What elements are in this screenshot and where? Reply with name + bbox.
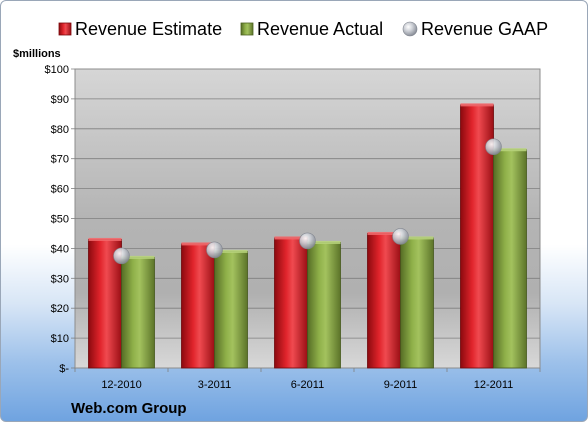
y-tick-label: $70	[51, 154, 69, 166]
marker-revenue-gaap	[206, 241, 223, 259]
legend-swatch-actual	[240, 22, 254, 36]
bar-top-highlight-estimate	[274, 236, 308, 240]
bars	[88, 103, 527, 369]
y-tick-label: $-	[59, 363, 69, 375]
marker-revenue-gaap	[299, 232, 316, 250]
legend-label-estimate: Revenue Estimate	[75, 19, 222, 39]
y-tick-label: $30	[51, 273, 69, 285]
y-tick-label: $80	[51, 124, 69, 136]
marker-revenue-gaap	[485, 138, 502, 156]
y-tick-label: $90	[51, 94, 69, 106]
y-tick-label: $10	[51, 333, 69, 345]
legend-item-revenue-actual: Revenue Actual	[240, 19, 383, 39]
y-tick-label: $60	[51, 184, 69, 196]
y-tick-label: $100	[45, 64, 69, 76]
legend-item-revenue-gaap: Revenue GAAP	[402, 19, 548, 39]
x-tick-label: 3-2011	[198, 379, 231, 391]
x-tick-label: 12-2011	[474, 379, 514, 391]
bar-revenue-actual	[121, 256, 155, 369]
x-tick-label: 12-2010	[101, 379, 141, 391]
gaap-markers	[113, 138, 502, 265]
y-axis-ticks: $- $10 $20 $30 $40 $50 $60 $70 $80 $90 $100	[45, 64, 75, 375]
y-tick-label: $40	[51, 243, 69, 255]
bar-top-highlight-actual	[307, 240, 341, 244]
bar-revenue-actual	[307, 242, 341, 369]
marker-revenue-gaap	[392, 228, 409, 245]
legend-label-actual: Revenue Actual	[257, 19, 383, 39]
legend-item-revenue-estimate: Revenue Estimate	[58, 19, 222, 39]
bar-top-highlight-estimate	[367, 231, 401, 235]
bar-revenue-actual	[493, 149, 527, 369]
y-tick-label: $50	[51, 214, 69, 226]
x-tick-label: 6-2011	[291, 379, 324, 391]
bar-top-highlight-estimate	[181, 242, 215, 246]
bar-revenue-estimate	[181, 243, 215, 369]
bar-top-highlight-actual	[400, 236, 434, 240]
y-tick-label: $20	[51, 303, 69, 315]
x-axis-ticks: 12-2010 3-2011 6-2011 9-2011 12-2011	[74, 368, 541, 391]
x-tick-label: 9-2011	[384, 379, 417, 391]
bar-revenue-actual	[400, 237, 434, 369]
legend-marker-gaap	[402, 21, 418, 37]
y-axis-unit-label: $millions	[13, 48, 61, 60]
bar-top-highlight-actual	[121, 255, 155, 259]
company-name: Web.com Group	[71, 400, 187, 417]
legend-label-gaap: Revenue GAAP	[421, 19, 548, 39]
legend-swatch-estimate	[58, 22, 72, 36]
chart-legend: Revenue Estimate Revenue Actual Revenue …	[58, 19, 548, 39]
bar-top-highlight-actual	[214, 249, 248, 253]
marker-revenue-gaap	[113, 247, 130, 265]
bar-top-highlight-estimate	[88, 237, 122, 241]
bar-revenue-estimate	[274, 237, 308, 369]
bar-revenue-actual	[214, 250, 248, 369]
bar-top-highlight-actual	[493, 148, 527, 152]
bar-revenue-estimate	[367, 233, 401, 369]
bar-top-highlight-estimate	[460, 103, 494, 107]
